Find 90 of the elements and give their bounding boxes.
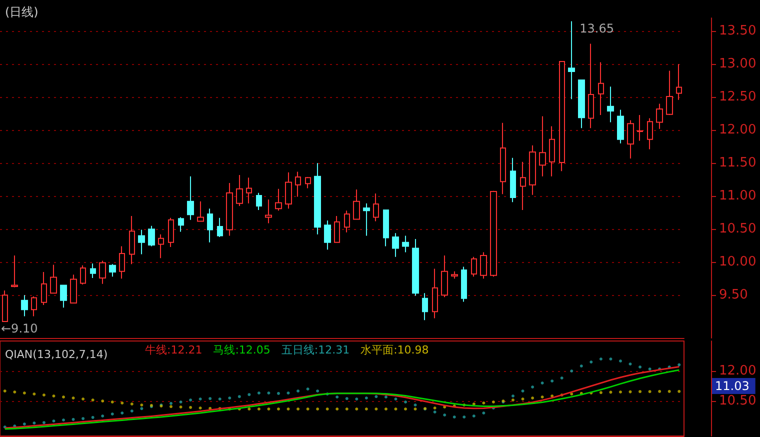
candlestick: [373, 193, 379, 222]
candlestick: [607, 86, 614, 123]
text: 11.03: [715, 379, 750, 393]
candlestick: [598, 62, 604, 116]
candlestick: [80, 264, 86, 286]
candlestick: [637, 114, 643, 142]
candlestick: [510, 157, 516, 203]
candlestick: [480, 252, 487, 280]
candlestick: [178, 216, 184, 232]
candlestick: [676, 64, 682, 100]
candlestick: [392, 232, 399, 258]
candlestick: [559, 61, 565, 172]
candlestick: [441, 255, 448, 298]
candlestick: [305, 176, 311, 189]
candlestick: [11, 255, 18, 288]
candlestick: [129, 215, 135, 265]
y-tick-label: 12.50: [719, 90, 756, 105]
candlestick: [50, 264, 57, 294]
candlestick: [451, 270, 458, 280]
candlestick: [490, 190, 497, 278]
candlestick: [422, 292, 428, 321]
candlestick: [471, 256, 477, 278]
candlestick: [197, 200, 204, 222]
y-tick-label: 11.00: [719, 188, 756, 204]
candlestick: [119, 246, 125, 280]
candlestick: [275, 188, 282, 212]
candlestick: [295, 171, 301, 198]
candlestick: [21, 294, 28, 317]
candlestick: [568, 20, 575, 100]
candlestick: [265, 198, 272, 224]
candlestick: [236, 174, 243, 207]
candlestick: [324, 220, 331, 250]
candlestick: [520, 161, 526, 210]
y-tick-label: 10.50: [719, 222, 756, 237]
y-tick-label: 9.50: [719, 288, 748, 303]
candlestick: [402, 235, 409, 253]
candlestick: [334, 215, 340, 243]
candlestick: [353, 189, 360, 220]
text: 马线:12.05: [213, 344, 270, 356]
candlestick: [70, 274, 77, 304]
candlestick: [627, 120, 634, 160]
candlestick: [226, 182, 233, 236]
y-tick-label: 10.00: [719, 254, 756, 270]
candlestick: [99, 260, 106, 284]
y-tick-label: 13.00: [719, 56, 756, 72]
text: 五日线:12.31: [281, 344, 350, 356]
candlestick: [31, 296, 37, 317]
candlestick: [412, 238, 419, 296]
candlestick: [461, 266, 467, 302]
candlestick: [109, 264, 116, 278]
candlestick: [647, 118, 653, 150]
candlestick: [363, 202, 370, 236]
candlestick: [217, 217, 223, 238]
candlestick: [168, 217, 174, 248]
text: 牛线:12.21: [145, 344, 202, 356]
candlestick: [2, 290, 8, 322]
text: 水平面:10.98: [360, 344, 429, 356]
candlestick: [578, 80, 585, 129]
candlestick: [656, 103, 663, 130]
y-tick-label: 12.00: [719, 364, 756, 378]
candlestick: [314, 162, 321, 235]
candlestick: [539, 116, 546, 177]
candlestick: [60, 284, 67, 308]
candlestick: [256, 192, 262, 210]
y-tick-label: 12.00: [719, 122, 756, 138]
y-tick-label: 13.50: [719, 24, 756, 39]
text: QIAN(13,102,7,14): [5, 348, 108, 361]
candlestick: [588, 43, 594, 129]
candlestick: [617, 109, 624, 144]
candlestick: [187, 176, 194, 220]
candlestick: [432, 268, 438, 319]
candlestick: [500, 122, 506, 195]
candlestick: [138, 229, 145, 255]
annotation: ←9.10: [1, 322, 38, 336]
chart-title: (日线): [5, 5, 38, 19]
annotation: 13.65: [580, 21, 614, 36]
candlestick: [90, 262, 96, 278]
candlestick: [529, 144, 536, 196]
candlestick: [158, 234, 164, 259]
candlestick: [383, 210, 389, 247]
candlestick: [549, 126, 555, 177]
candlestick: [344, 210, 350, 233]
candlestick: [285, 172, 292, 210]
candlestick: [41, 272, 47, 306]
y-tick-label: 10.50: [719, 394, 756, 408]
candlestick: [666, 70, 673, 116]
candlestick: [207, 208, 213, 243]
candlestick: [148, 225, 155, 247]
y-tick-label: 11.50: [719, 156, 756, 171]
candlestick: [246, 177, 252, 204]
